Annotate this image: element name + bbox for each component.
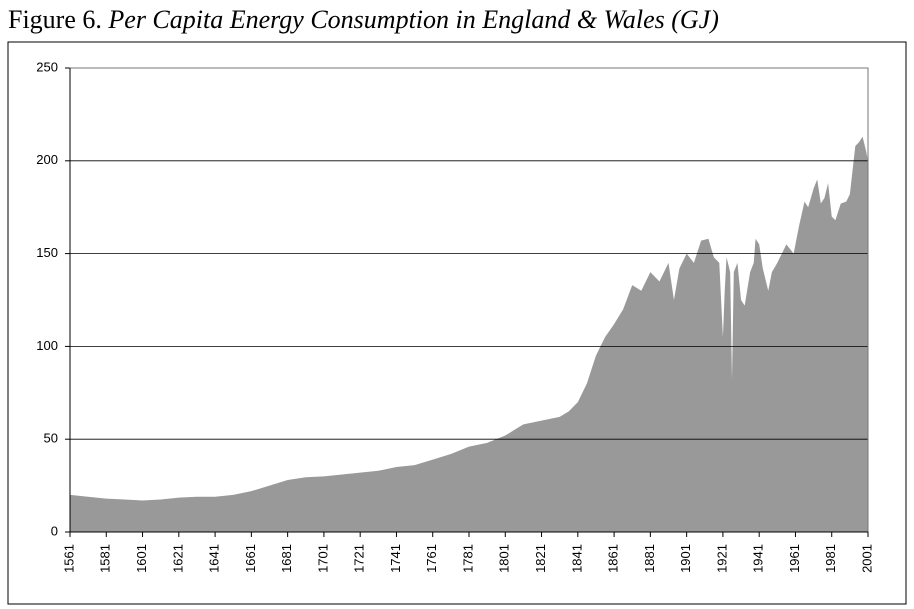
- y-tick-label: 0: [51, 523, 58, 538]
- x-tick-label: 1721: [352, 544, 367, 573]
- x-tick-label: 1841: [569, 544, 584, 573]
- x-tick-label: 1741: [388, 544, 403, 573]
- x-tick-label: 1761: [424, 544, 439, 573]
- x-tick-label: 2001: [859, 544, 874, 573]
- area: [70, 136, 868, 532]
- y-tick-label: 250: [36, 59, 58, 74]
- y-tick-label: 150: [36, 245, 58, 260]
- x-tick-label: 1961: [787, 544, 802, 573]
- y-tick-label: 50: [44, 431, 58, 446]
- chart-title: Figure 6. Per Capita Energy Consumption …: [8, 5, 719, 34]
- title-figure: Figure 6.: [8, 5, 102, 34]
- x-tick-label: 1921: [714, 544, 729, 573]
- y-tick-label: 100: [36, 338, 58, 353]
- x-tick-label: 1861: [606, 544, 621, 573]
- x-tick-label: 1661: [243, 544, 258, 573]
- chart-frame: [7, 41, 907, 605]
- x-tick-label: 1601: [134, 544, 149, 573]
- x-tick-label: 1981: [823, 544, 838, 573]
- title-main: Per Capita Energy Consumption in England…: [107, 5, 718, 34]
- x-tick-label: 1781: [460, 544, 475, 573]
- x-tick-label: 1941: [751, 544, 766, 573]
- x-tick-label: 1901: [678, 544, 693, 573]
- x-tick-label: 1641: [207, 544, 222, 573]
- y-tick-label: 200: [36, 152, 58, 167]
- x-tick-label: 1561: [61, 544, 76, 573]
- x-tick-label: 1881: [642, 544, 657, 573]
- x-tick-label: 1801: [497, 544, 512, 573]
- x-tick-label: 1701: [315, 544, 330, 573]
- x-tick-label: 1681: [279, 544, 294, 573]
- x-tick-label: 1621: [170, 544, 185, 573]
- x-tick-label: 1581: [98, 544, 113, 573]
- x-tick-label: 1821: [533, 544, 548, 573]
